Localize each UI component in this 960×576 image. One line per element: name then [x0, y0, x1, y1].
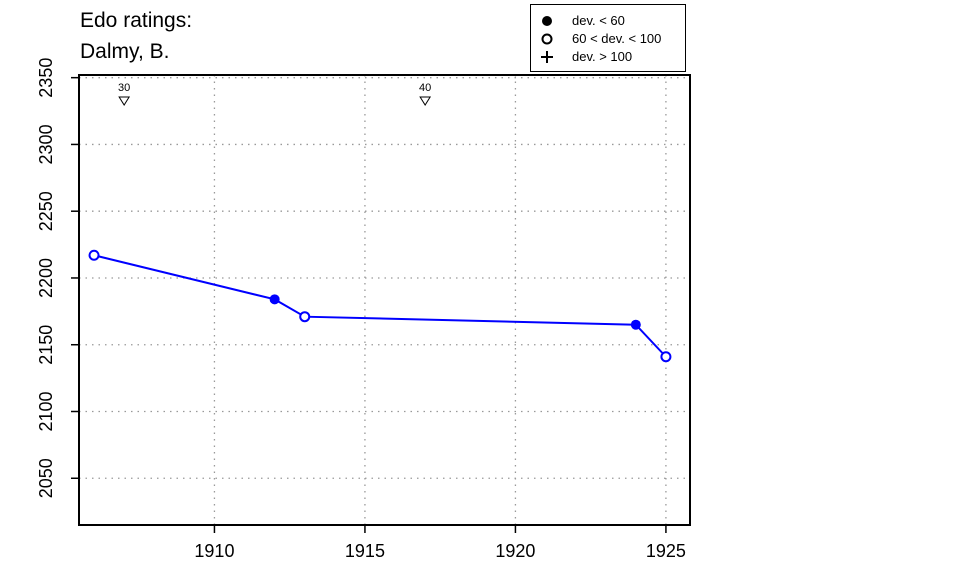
legend-label: dev. < 60	[572, 13, 625, 28]
open-circle-icon	[541, 33, 553, 45]
annotations: 30 40	[118, 82, 432, 106]
y-tick-label: 2150	[36, 325, 56, 365]
y-tick-label: 2100	[36, 391, 56, 431]
y-tick-label: 2300	[36, 124, 56, 164]
chart-title-line-2: Dalmy, B.	[80, 40, 170, 63]
data-point	[660, 351, 672, 363]
legend-item: dev. > 100	[531, 48, 685, 66]
plus-icon	[541, 51, 553, 63]
data-point	[88, 249, 100, 261]
data-point	[299, 311, 311, 323]
x-tick-label: 1915	[345, 541, 385, 561]
x-tick-label: 1920	[495, 541, 535, 561]
y-axis: 2050 2100 2150 2200 2250 2300 2350	[36, 58, 79, 498]
legend-label: dev. > 100	[572, 49, 633, 64]
annotation-label: 40	[419, 82, 431, 94]
y-tick-label: 2350	[36, 58, 56, 98]
legend-label: 60 < dev. < 100	[572, 31, 662, 46]
plot-frame	[78, 74, 691, 526]
series-path	[93, 254, 667, 358]
series-line	[88, 249, 672, 363]
x-tick-label: 1910	[194, 541, 234, 561]
legend-item: 60 < dev. < 100	[531, 30, 685, 48]
y-tick-label: 2250	[36, 191, 56, 231]
chart-title-line-1: Edo ratings:	[80, 9, 193, 32]
annotation-label: 30	[118, 82, 130, 94]
down-triangle-icon	[419, 96, 432, 106]
legend-item: dev. < 60	[531, 12, 685, 30]
legend: dev. < 60 60 < dev. < 100 dev. > 100	[530, 4, 686, 72]
down-triangle-icon	[118, 96, 131, 106]
data-point	[269, 294, 280, 305]
data-point	[630, 319, 641, 330]
x-tick-label: 1925	[646, 541, 686, 561]
grid	[79, 75, 690, 525]
y-tick-label: 2050	[36, 458, 56, 498]
x-axis: 1910 1915 1920 1925	[194, 524, 686, 561]
filled-circle-icon	[542, 16, 552, 26]
y-tick-label: 2200	[36, 258, 56, 298]
